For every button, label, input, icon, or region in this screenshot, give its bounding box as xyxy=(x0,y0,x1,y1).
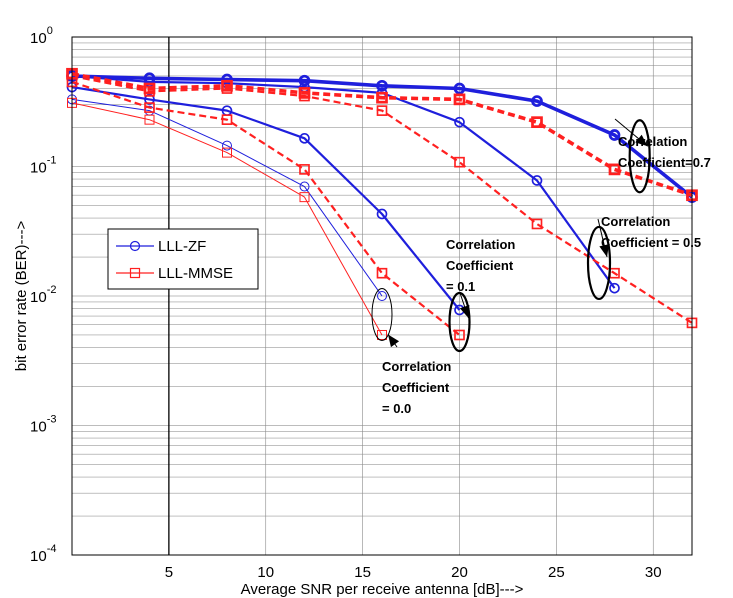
y-tick-label: 100 xyxy=(30,25,53,47)
data-point-circle xyxy=(376,79,388,92)
plot-frame xyxy=(71,36,693,556)
series-line-lll-mmse-rho-0.7 xyxy=(71,72,693,197)
legend-box xyxy=(107,228,259,290)
data-point-circle xyxy=(377,291,387,301)
data-point-square xyxy=(222,147,232,158)
ellipse-rho-0.0 xyxy=(371,287,393,341)
data-point-square xyxy=(531,116,543,129)
annotations: Correlation Coefficient = 0.0 Correlation Co… xyxy=(382,118,711,416)
data-point-square xyxy=(143,82,156,95)
data-point-square xyxy=(298,87,311,99)
arrow-rho-0.7-head xyxy=(635,134,648,147)
data-point-circle xyxy=(609,282,620,294)
y-tick-label: 10-3 xyxy=(30,414,56,436)
data-point-circle xyxy=(299,133,310,144)
y-axis-label: bit error rate (BER)---> xyxy=(13,221,30,372)
y-tick-label: 10-2 xyxy=(30,284,56,306)
data-point-square xyxy=(221,114,233,125)
data-point-square xyxy=(144,102,155,113)
data-point-square xyxy=(608,163,621,176)
data-point-square xyxy=(531,218,543,230)
x-tick-label: 10 xyxy=(257,564,274,581)
annotation-rho05: Correlation Coefficient = 0.5 xyxy=(601,214,701,250)
arrow-rho-0.0-head xyxy=(388,334,400,348)
series-line-lll-zf-rho-0.0 xyxy=(71,98,383,297)
legend-label: LLL-MMSE xyxy=(158,265,233,282)
series-layer xyxy=(66,67,698,341)
x-tick-label: 15 xyxy=(354,564,371,581)
data-point-square xyxy=(454,156,465,168)
callout-ellipses xyxy=(371,119,651,353)
legend-marker-circle xyxy=(129,240,141,252)
series-line-lll-mmse-rho-0.0 xyxy=(71,102,383,336)
x-tick-label: 25 xyxy=(548,564,565,581)
legend: LLL-ZF LLL-MMSE xyxy=(107,228,259,290)
data-point-circle xyxy=(608,129,621,141)
annotation-rho00: Correlation Coefficient = 0.0 xyxy=(382,359,451,416)
data-point-square xyxy=(377,329,387,340)
x-tick-label: 30 xyxy=(645,564,662,581)
series-line-lll-mmse-rho-0.1 xyxy=(71,80,461,336)
data-point-circle xyxy=(376,208,388,220)
ellipse-rho-0.1 xyxy=(448,291,471,353)
series-line-lll-zf-rho-0.5 xyxy=(71,74,616,289)
series-line-lll-zf-rho-0.7 xyxy=(71,74,694,199)
data-point-circle xyxy=(222,140,232,151)
data-point-square xyxy=(299,192,310,203)
data-point-circle xyxy=(453,82,466,95)
y-tick-label: 10-1 xyxy=(30,155,56,177)
legend-label: LLL-ZF xyxy=(158,238,206,255)
data-point-circle xyxy=(531,95,543,107)
ellipse-rho-0.7 xyxy=(628,119,651,194)
data-point-square xyxy=(453,93,466,106)
data-point-square xyxy=(376,91,388,104)
x-axis-label: Average SNR per receive antenna [dB]---> xyxy=(241,581,524,598)
x-tick-label: 20 xyxy=(451,564,468,581)
legend-marker-square xyxy=(129,267,141,279)
data-point-square xyxy=(299,164,310,175)
arrow-rho-0.5-head xyxy=(599,244,610,257)
y-tick-label: 10-4 xyxy=(30,543,56,565)
data-point-circle xyxy=(299,181,310,192)
data-point-square xyxy=(144,114,155,125)
data-point-circle xyxy=(454,116,465,128)
data-point-square xyxy=(221,79,233,92)
axis-ticks: 5 10 15 20 25 30 100 10-1 10-2 10-3 10-4 xyxy=(30,25,662,581)
ellipse-rho-0.5 xyxy=(586,225,612,301)
data-point-square xyxy=(376,105,388,116)
annotation-rho07: Correlation Coefficient=0.7 xyxy=(618,134,711,170)
series-line-lll-zf-rho-0.1 xyxy=(71,86,461,311)
data-point-circle xyxy=(221,73,233,86)
arrow-rho-0.1-head xyxy=(459,305,470,318)
data-point-circle xyxy=(531,175,543,186)
annotation-rho01: Correlation Coefficient = 0.1 xyxy=(446,237,515,294)
data-point-square xyxy=(454,329,465,341)
data-point-square xyxy=(376,267,388,279)
x-tick-label: 5 xyxy=(165,564,173,581)
data-point-circle xyxy=(298,74,311,87)
